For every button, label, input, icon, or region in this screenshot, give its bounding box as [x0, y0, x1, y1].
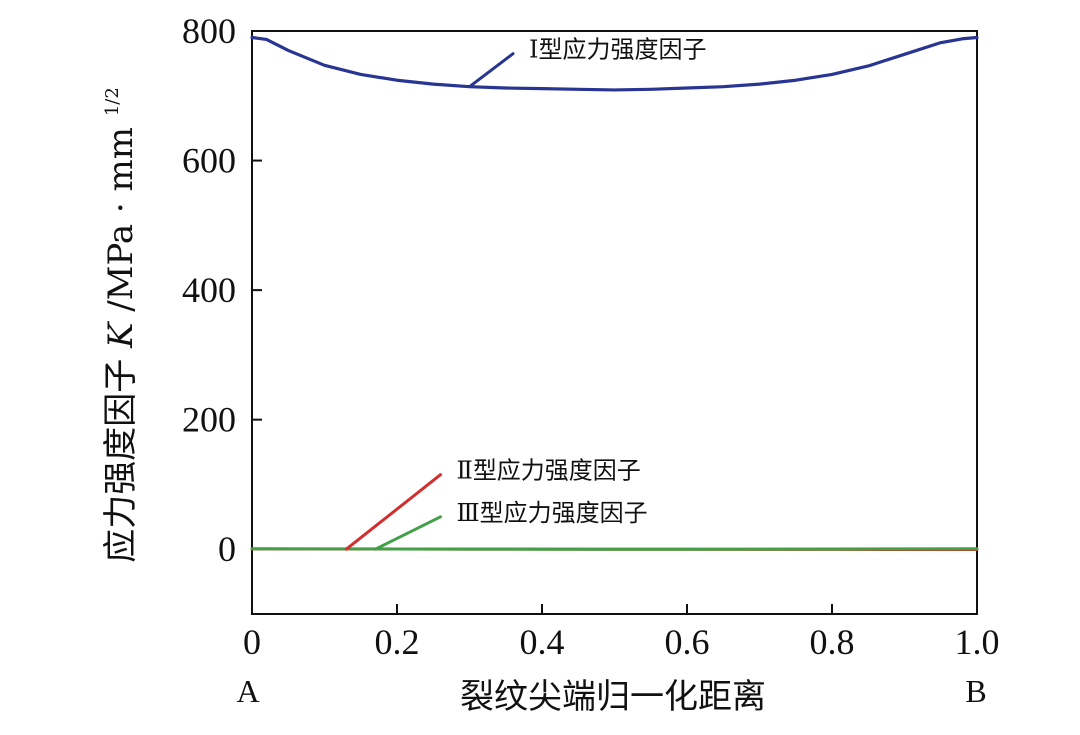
y-axis-title: 应力强度因子 K /MPa · mm 1/2 — [101, 87, 141, 563]
y-axis-title-superscript: 1/2 — [102, 87, 123, 116]
x-axis-tick-label: 0.6 — [665, 622, 710, 662]
plot-frame — [251, 30, 978, 615]
y-axis-tick-label: 600 — [182, 141, 236, 181]
label-layer: 裂纹尖端归一化距离 A B 应力强度因子 K /MPa · mm 1/2 — [101, 87, 987, 717]
x-axis-title: 裂纹尖端归一化距离 — [460, 677, 766, 717]
x-axis-tick-label: 1.0 — [955, 622, 1000, 662]
series-layer — [250, 35, 979, 552]
y-axis-title-variable: K — [101, 320, 141, 349]
annotation-label-1: Ⅰ型应力强度因子 — [529, 36, 706, 64]
x-axis-tick-label: 0.2 — [375, 622, 420, 662]
y-axis-tick-label: 0 — [218, 529, 236, 569]
y-axis-tick-label: 800 — [182, 11, 236, 51]
x-axis-tick-label: 0 — [243, 622, 261, 662]
y-axis-title-prefix: 应力强度因子 — [101, 359, 141, 563]
annotation-label-2: Ⅱ型应力强度因子 — [457, 457, 641, 485]
axes-layer: 0 0.2 0.4 0.6 0.8 1.0 0 200 400 600 800 — [182, 11, 1000, 662]
y-axis-tick-label: 400 — [182, 270, 236, 310]
y-axis-title-units: /MPa · mm — [101, 127, 141, 312]
x-axis-end-label: B — [965, 673, 986, 709]
y-axis-tick-label: 200 — [182, 400, 236, 440]
x-axis-tick-label: 0.8 — [810, 622, 855, 662]
annotation-label-3: Ⅲ型应力强度因子 — [457, 499, 648, 527]
x-axis-tick-label: 0.4 — [520, 622, 565, 662]
x-axis-start-label: A — [236, 673, 259, 709]
series-line-1 — [250, 35, 979, 92]
annotation-layer: Ⅰ型应力强度因子 Ⅱ型应力强度因子 Ⅲ型应力强度因子 — [344, 36, 706, 551]
annotation-leader-3 — [373, 515, 442, 551]
annotation-leader-2 — [344, 473, 442, 551]
series-line-3 — [250, 547, 979, 551]
annotation-leader-1 — [468, 52, 515, 89]
